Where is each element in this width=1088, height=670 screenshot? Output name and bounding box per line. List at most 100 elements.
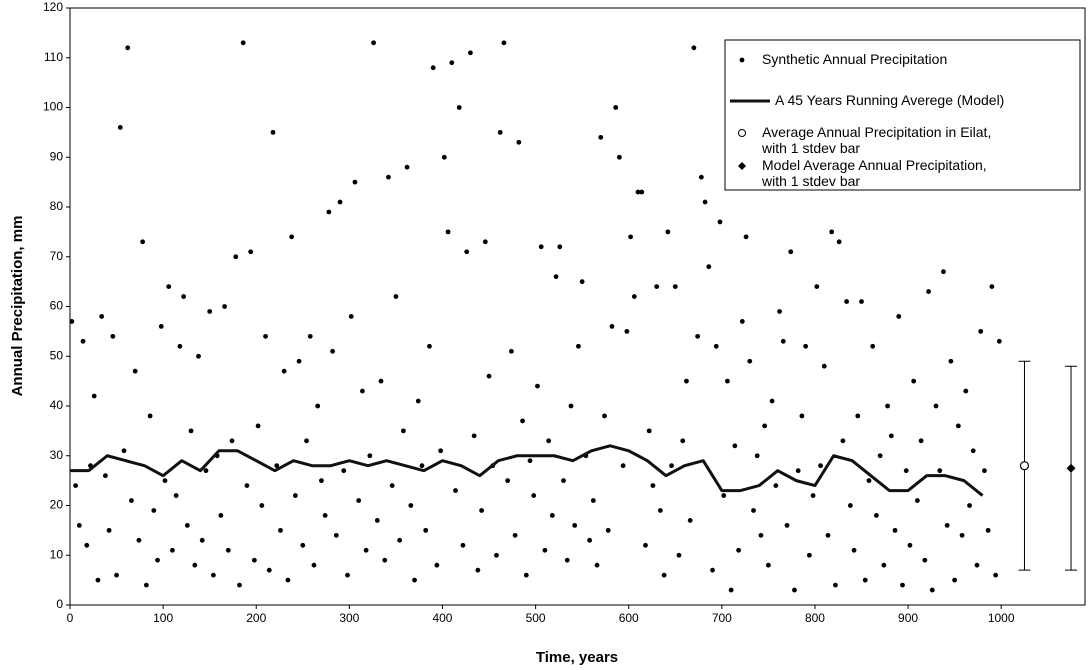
data-point bbox=[676, 552, 682, 558]
data-point bbox=[307, 333, 313, 339]
data-point bbox=[810, 493, 816, 498]
x-tick-label: 900 bbox=[898, 611, 918, 625]
data-point bbox=[989, 284, 995, 289]
data-point bbox=[643, 542, 648, 548]
data-point bbox=[654, 284, 660, 289]
data-point bbox=[155, 557, 160, 563]
data-point bbox=[706, 264, 712, 270]
data-point bbox=[773, 483, 779, 488]
data-point bbox=[367, 453, 373, 459]
data-point bbox=[970, 448, 976, 454]
data-point bbox=[319, 478, 324, 484]
data-point bbox=[594, 562, 600, 568]
data-point bbox=[289, 234, 295, 240]
data-point bbox=[184, 523, 190, 528]
legend-symbol bbox=[738, 129, 746, 137]
data-point bbox=[389, 483, 395, 488]
data-point bbox=[352, 179, 358, 185]
data-point bbox=[780, 338, 786, 344]
data-point bbox=[974, 562, 980, 568]
data-point bbox=[698, 174, 704, 180]
data-point bbox=[710, 567, 715, 573]
data-point bbox=[270, 129, 276, 135]
data-point bbox=[587, 537, 593, 543]
data-point bbox=[911, 378, 917, 384]
data-point bbox=[661, 572, 667, 578]
data-point bbox=[296, 358, 302, 364]
data-point bbox=[978, 328, 984, 334]
data-point bbox=[196, 353, 201, 359]
data-point bbox=[792, 587, 797, 593]
data-point bbox=[445, 229, 451, 235]
data-point bbox=[449, 60, 455, 66]
legend-label: Synthetic Annual Precipitation bbox=[762, 51, 947, 67]
data-point bbox=[672, 284, 678, 289]
data-point bbox=[430, 65, 436, 71]
data-point bbox=[482, 239, 488, 245]
data-point bbox=[918, 438, 924, 444]
data-point bbox=[680, 438, 686, 444]
data-point bbox=[982, 468, 987, 474]
data-point bbox=[579, 279, 585, 285]
data-point bbox=[952, 577, 958, 583]
data-point bbox=[572, 523, 578, 528]
data-point bbox=[266, 567, 272, 573]
data-point bbox=[415, 398, 421, 404]
data-point bbox=[423, 527, 429, 533]
data-point bbox=[870, 343, 876, 349]
data-point bbox=[330, 348, 335, 354]
data-point bbox=[684, 378, 689, 384]
data-point bbox=[520, 418, 525, 424]
legend-label: Average Annual Precipitation in Eilat, wi… bbox=[761, 124, 991, 156]
data-point bbox=[736, 547, 741, 553]
data-point bbox=[862, 577, 868, 583]
data-point bbox=[874, 513, 879, 518]
data-point bbox=[140, 239, 146, 245]
data-point bbox=[158, 324, 164, 329]
data-point bbox=[237, 582, 242, 588]
data-point bbox=[613, 105, 619, 110]
data-point bbox=[818, 463, 823, 469]
data-point bbox=[162, 478, 168, 484]
data-point bbox=[769, 398, 775, 404]
x-tick-label: 400 bbox=[432, 611, 452, 625]
data-point bbox=[486, 373, 492, 379]
data-point bbox=[747, 358, 753, 364]
data-point bbox=[914, 498, 920, 503]
data-point bbox=[132, 368, 138, 374]
data-point bbox=[292, 493, 298, 498]
data-point bbox=[263, 333, 268, 339]
data-point bbox=[695, 333, 701, 339]
data-point bbox=[427, 343, 432, 349]
data-point bbox=[564, 557, 570, 563]
data-point bbox=[281, 368, 287, 374]
data-point bbox=[69, 319, 75, 324]
data-point bbox=[434, 562, 440, 568]
data-point bbox=[926, 289, 931, 294]
data-point bbox=[259, 503, 265, 508]
data-point bbox=[311, 562, 317, 568]
data-point bbox=[959, 532, 965, 538]
data-point bbox=[948, 358, 954, 364]
data-point bbox=[937, 468, 943, 474]
data-point bbox=[732, 443, 738, 449]
data-point bbox=[795, 468, 801, 474]
data-point bbox=[993, 572, 999, 578]
data-point bbox=[941, 269, 946, 275]
data-point bbox=[382, 557, 388, 563]
data-point bbox=[274, 463, 280, 469]
data-point bbox=[505, 478, 511, 484]
data-point bbox=[348, 314, 354, 319]
data-point bbox=[806, 552, 812, 558]
data-point bbox=[609, 324, 615, 329]
data-point bbox=[326, 209, 332, 215]
x-tick-label: 800 bbox=[805, 611, 825, 625]
data-point bbox=[143, 582, 149, 588]
data-point bbox=[397, 537, 403, 543]
data-point bbox=[717, 219, 723, 225]
y-tick-label: 10 bbox=[50, 547, 64, 561]
data-point bbox=[687, 518, 693, 523]
data-point bbox=[251, 557, 257, 563]
data-point bbox=[933, 403, 939, 409]
y-tick-label: 40 bbox=[50, 398, 64, 412]
